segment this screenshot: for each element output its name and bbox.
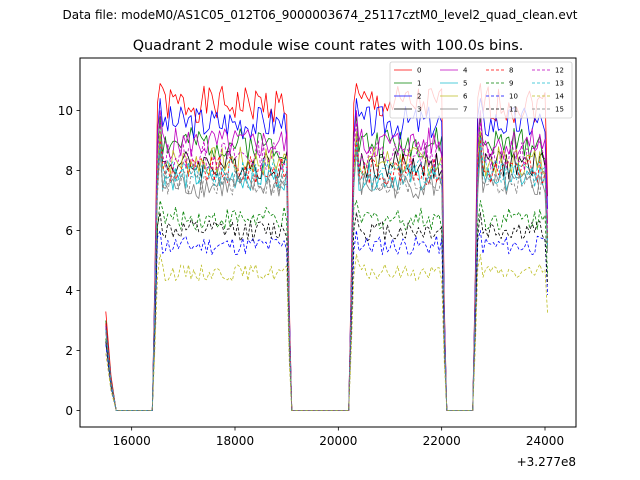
x-tick-label: 24000 bbox=[526, 434, 564, 448]
series-line-14 bbox=[105, 254, 548, 411]
y-tick-label: 4 bbox=[65, 284, 73, 298]
y-tick-label: 6 bbox=[65, 224, 73, 238]
y-tick-label: 8 bbox=[65, 164, 73, 178]
series-line-10 bbox=[105, 230, 548, 411]
chart-title: Quadrant 2 module wise count rates with … bbox=[133, 38, 524, 54]
legend-label-14: 14 bbox=[555, 93, 564, 101]
series-line-0 bbox=[105, 83, 548, 411]
legend-label-4: 4 bbox=[463, 67, 468, 75]
x-axis: 16000 18000 20000 22000 24000 bbox=[113, 427, 564, 448]
legend-label-3: 3 bbox=[417, 106, 421, 114]
legend-label-11: 11 bbox=[509, 106, 518, 114]
x-offset-label: +3.277e8 bbox=[517, 455, 576, 469]
legend-label-5: 5 bbox=[463, 80, 467, 88]
x-tick-label: 18000 bbox=[216, 434, 254, 448]
legend-label-12: 12 bbox=[555, 67, 564, 75]
plot-area-frame bbox=[79, 57, 577, 428]
plot-lines bbox=[105, 83, 548, 411]
legend-label-9: 9 bbox=[509, 80, 513, 88]
suptitle: Data file: modeM0/AS1C05_012T06_90000036… bbox=[62, 8, 577, 22]
series-line-11 bbox=[105, 212, 548, 411]
legend-label-15: 15 bbox=[555, 106, 564, 114]
series-line-5 bbox=[105, 137, 548, 411]
legend-label-13: 13 bbox=[555, 80, 564, 88]
legend-label-6: 6 bbox=[463, 93, 468, 101]
y-tick-label: 2 bbox=[65, 344, 73, 358]
y-tick-label: 0 bbox=[65, 404, 73, 418]
series-line-13 bbox=[105, 143, 548, 411]
y-tick-label: 10 bbox=[58, 104, 73, 118]
x-tick-label: 20000 bbox=[319, 434, 357, 448]
legend-label-8: 8 bbox=[509, 67, 513, 75]
legend-label-2: 2 bbox=[417, 93, 421, 101]
series-line-7 bbox=[105, 149, 548, 411]
legend-label-10: 10 bbox=[509, 93, 518, 101]
legend-box bbox=[389, 61, 573, 119]
legend-label-1: 1 bbox=[417, 80, 421, 88]
x-tick-label: 16000 bbox=[113, 434, 151, 448]
series-line-8 bbox=[105, 140, 548, 411]
series-line-9 bbox=[105, 200, 548, 411]
legend-label-7: 7 bbox=[463, 106, 467, 114]
y-axis: 0 2 4 6 8 10 bbox=[58, 104, 80, 418]
x-tick-label: 22000 bbox=[423, 434, 461, 448]
series-line-15 bbox=[105, 152, 548, 411]
legend-label-0: 0 bbox=[417, 67, 421, 75]
